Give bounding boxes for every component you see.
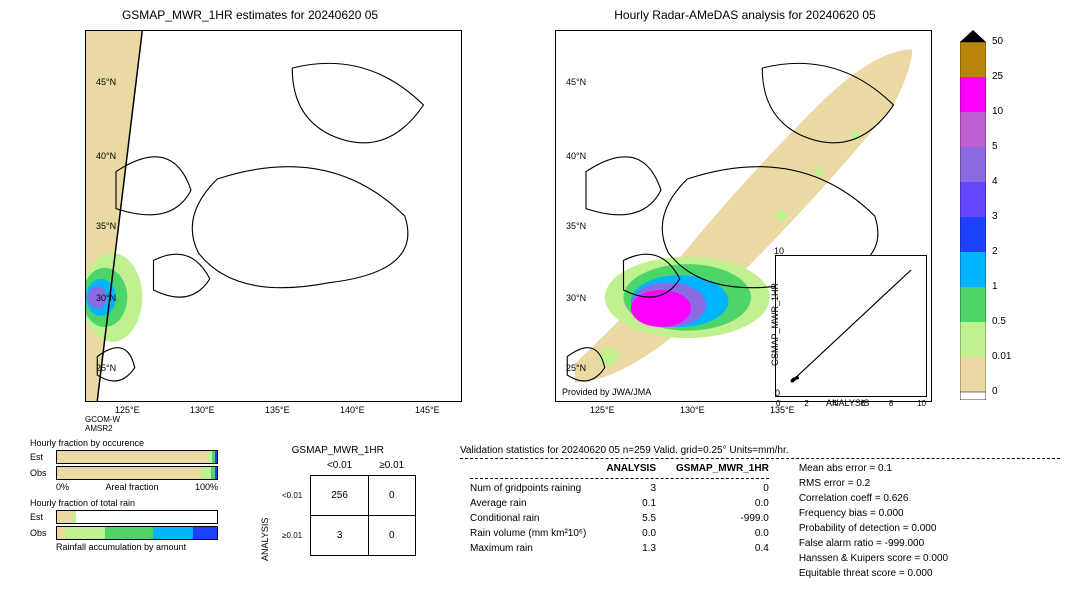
provider-label: Provided by JWA/JMA [562, 387, 651, 397]
stat-a: 5.5 [596, 511, 666, 526]
stat-key: Rain volume (mm km²10⁶) [460, 526, 596, 541]
scatter-ytick: 0 [775, 388, 780, 398]
scatter-xtick: 6 [861, 399, 865, 408]
contingency-table: <0.01 ≥0.01 <0.01 256 0 ≥0.01 3 0 [274, 456, 416, 556]
row-label-est: Est [30, 452, 56, 462]
contingency-cell: 256 [311, 476, 369, 516]
lon-tick: 135°E [265, 405, 290, 415]
validation-h2: GSMAP_MWR_1HR [666, 461, 779, 476]
metric: Correlation coeff = 0.626 [799, 491, 948, 506]
lat-tick: 35°N [566, 221, 586, 231]
colorbar-tick: 50 [992, 36, 1003, 47]
bar-row-obs: Obs [30, 466, 230, 480]
lat-tick: 40°N [96, 151, 116, 161]
lat-tick: 40°N [566, 151, 586, 161]
contingency-cell: 0 [368, 516, 415, 556]
metric: RMS error = 0.2 [799, 476, 948, 491]
bar-row-est: Est [30, 450, 230, 464]
contingency-col1: <0.01 [311, 456, 369, 476]
contingency-cell: 3 [311, 516, 369, 556]
colorbar-tick: 3 [992, 211, 998, 222]
lat-tick: 45°N [96, 77, 116, 87]
stat-a: 3 [596, 481, 666, 496]
stat-b: 0.4 [666, 541, 779, 556]
row-label-est: Est [30, 512, 56, 522]
colorbar-tick: 25 [992, 71, 1003, 82]
lat-tick: 25°N [96, 363, 116, 373]
stat-a: 0.0 [596, 526, 666, 541]
bar-row-obs: Obs [30, 526, 230, 540]
scatter-ytick: 10 [774, 246, 784, 256]
bar-row-est: Est [30, 510, 230, 524]
metric: False alarm ratio = -999.000 [799, 536, 948, 551]
satellite-label1: GCOM-W [85, 415, 120, 424]
total-rain-title: Hourly fraction of total rain [30, 498, 230, 508]
stat-key: Average rain [460, 496, 596, 511]
stat-b: 0.0 [666, 526, 779, 541]
stat-b: 0.0 [666, 496, 779, 511]
stat-key: Maximum rain [460, 541, 596, 556]
accumulation-title: Rainfall accumulation by amount [56, 542, 230, 552]
validation-h1: ANALYSIS [596, 461, 666, 476]
stat-b: -999.0 [666, 511, 779, 526]
colorbar [960, 30, 986, 400]
left-map: 45°N 40°N 35°N 30°N 25°N [85, 30, 462, 402]
scatter-ylabel: GSMAP_MWR_1HR [770, 283, 780, 366]
stat-key: Num of gridpoints raining [460, 481, 596, 496]
right-map: 45°N 40°N 35°N 30°N 25°N Provided by JWA… [555, 30, 932, 402]
lat-tick: 35°N [96, 221, 116, 231]
lon-tick: 145°E [415, 405, 440, 415]
scatter-xtick: 4 [832, 399, 836, 408]
lon-tick: 125°E [590, 405, 615, 415]
contingency-cell: 0 [368, 476, 415, 516]
lon-tick: 130°E [680, 405, 705, 415]
left-map-title: GSMAP_MWR_1HR estimates for 20240620 05 [60, 8, 440, 22]
pct-right: 100% [195, 482, 218, 492]
stat-b: 0 [666, 481, 779, 496]
colorbar-tick: 0 [992, 386, 998, 397]
stat-key: Conditional rain [460, 511, 596, 526]
colorbar-tick: 0.01 [992, 351, 1011, 362]
lon-tick: 135°E [770, 405, 795, 415]
row-label-obs: Obs [30, 468, 56, 478]
lat-tick: 25°N [566, 363, 586, 373]
metric: Equitable threat score = 0.000 [799, 566, 948, 581]
stat-a: 1.3 [596, 541, 666, 556]
metric: Hanssen & Kuipers score = 0.000 [799, 551, 948, 566]
lon-tick: 140°E [340, 405, 365, 415]
colorbar-tick: 10 [992, 106, 1003, 117]
lat-tick: 30°N [566, 293, 586, 303]
colorbar-tick: 4 [992, 176, 998, 187]
lat-tick: 30°N [96, 293, 116, 303]
colorbar-tick: 2 [992, 246, 998, 257]
scatter-inset: 10 0 ANALYSIS GSMAP_MWR_1HR 0 2 4 6 8 10 [775, 255, 927, 397]
validation-table: ANALYSISGSMAP_MWR_1HR Num of gridpoints … [460, 461, 779, 556]
scatter-xtick: 2 [804, 399, 808, 408]
pct-left: 0% [56, 482, 69, 492]
colorbar-tick: 5 [992, 141, 998, 152]
occurrence-title: Hourly fraction by occurence [30, 438, 230, 448]
scatter-xtick: 8 [889, 399, 893, 408]
metric: Mean abs error = 0.1 [799, 461, 948, 476]
right-map-title: Hourly Radar-AMeDAS analysis for 2024062… [555, 8, 935, 22]
metric: Frequency bias = 0.000 [799, 506, 948, 521]
contingency-r2: ≥0.01 [274, 516, 311, 556]
contingency-title: GSMAP_MWR_1HR [260, 445, 416, 456]
contingency-col2: ≥0.01 [368, 456, 415, 476]
pct-mid: Areal fraction [105, 482, 158, 492]
row-label-obs: Obs [30, 528, 56, 538]
metric: Probability of detection = 0.000 [799, 521, 948, 536]
colorbar-tick: 1 [992, 281, 998, 292]
lon-tick: 130°E [190, 405, 215, 415]
lon-tick: 125°E [115, 405, 140, 415]
satellite-label2: AMSR2 [85, 424, 113, 433]
colorbar-tick: 0.5 [992, 316, 1006, 327]
lat-tick: 45°N [566, 77, 586, 87]
validation-title: Validation statistics for 20240620 05 n=… [460, 445, 1060, 456]
contingency-r1: <0.01 [274, 476, 311, 516]
stat-a: 0.1 [596, 496, 666, 511]
scatter-xtick: 10 [917, 399, 926, 408]
